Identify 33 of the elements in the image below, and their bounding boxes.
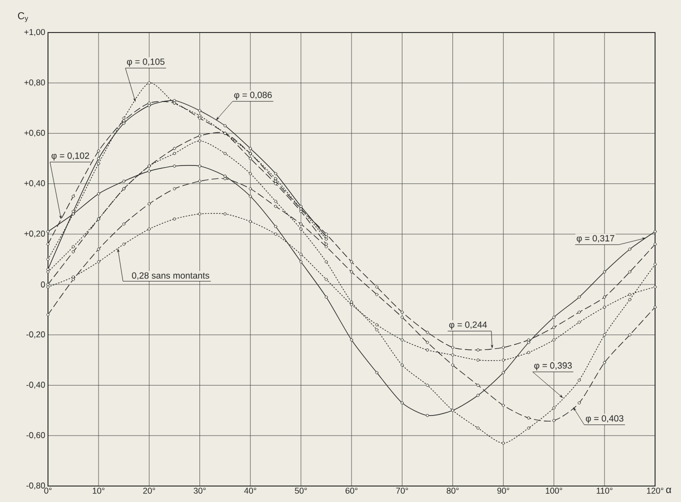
text: 0,28 sans montants	[132, 272, 210, 280]
y-tick-label: +1,00	[24, 29, 45, 36]
x-tick-label: 30°	[194, 488, 206, 494]
x-tick-label: 80°	[446, 488, 459, 494]
y-tick-label: -0,20	[26, 331, 45, 338]
y-tick-label: +0,80	[24, 79, 45, 86]
x-tick-label: 70°	[396, 488, 408, 494]
x-tick-label: 60°	[346, 488, 358, 494]
x-tick-label: 20°	[143, 488, 156, 494]
y-tick-label: 0	[40, 282, 45, 288]
series-label: φ = 0,102	[52, 152, 90, 161]
x-tick-label: 50°	[294, 488, 307, 494]
y-tick-label: +0,40	[24, 180, 45, 188]
text: φ = 0,105	[126, 58, 165, 67]
y-axis-title: C$_{y}$	[18, 12, 28, 22]
y-tick-label: -0,40	[26, 382, 45, 389]
series-label: φ = 0,403	[586, 415, 624, 424]
x-tick-label: 120°	[647, 488, 664, 494]
text: φ = 0,086	[234, 92, 272, 100]
x-tick-label: 90°	[497, 488, 510, 494]
series-label: φ = 0,393	[534, 362, 572, 370]
y-tick-label: +0,20	[24, 230, 45, 238]
x-tick-label: 110°	[596, 488, 612, 494]
y-tick-label: +0,60	[24, 130, 45, 137]
x-axis-title: α	[666, 488, 672, 494]
series-label: φ = 0,244	[449, 322, 487, 330]
x-tick-label: 10°	[92, 488, 104, 494]
x-tick-label: 0°	[44, 488, 52, 494]
series-label: φ = 0,317	[576, 235, 614, 244]
y-tick-label: -0,60	[26, 432, 45, 440]
x-tick-label: 100°	[546, 488, 562, 494]
y-tick-label: -0,80	[26, 482, 45, 490]
x-tick-label: 40°	[244, 488, 256, 494]
